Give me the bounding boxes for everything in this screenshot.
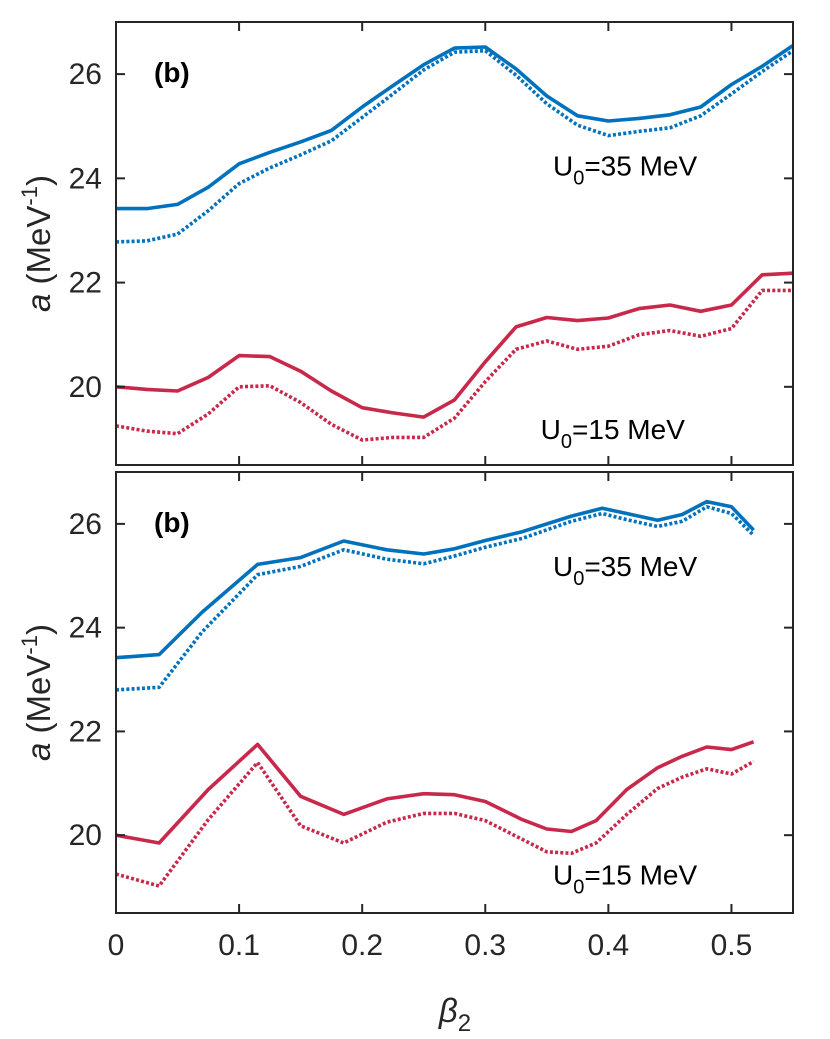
series-annotation-u35: U0=35 MeV (553, 551, 698, 590)
y-axis-title-symbol: a (20, 743, 57, 761)
y-tick-label: 20 (69, 371, 102, 404)
series-line-red-dotted (115, 759, 755, 888)
series-annotation-u35: U0=35 MeV (553, 151, 698, 190)
series-annotation-u15: U0=15 MeV (553, 859, 698, 898)
x-tick-label: 0 (108, 929, 125, 962)
y-axis-title-close: ) (20, 624, 57, 635)
annotation-main: U (541, 414, 561, 445)
y-tick-label: 20 (69, 819, 102, 852)
annotation-subscript: 0 (573, 568, 584, 590)
x-tick-label: 0.4 (588, 929, 630, 962)
series-line-blue-dotted (115, 48, 795, 244)
annotation-rest: =15 MeV (584, 859, 697, 890)
panel-label: (b) (154, 507, 190, 538)
axes-box (115, 471, 794, 914)
annotation-subscript: 0 (573, 876, 584, 898)
series-line-red-solid (115, 271, 794, 419)
y-axis-title-unit: (MeV (20, 206, 57, 294)
series-line-red-solid (115, 740, 755, 845)
x-axis-title-sub: 2 (458, 1010, 471, 1037)
y-tick-label: 24 (69, 612, 102, 645)
y-tick-label: 26 (69, 508, 102, 541)
y-tick-label: 26 (69, 58, 102, 91)
x-tick-label: 0.2 (341, 929, 383, 962)
series-line-blue-dotted (115, 504, 755, 692)
y-axis-title-close: ) (20, 175, 57, 186)
series-line-red-dotted (115, 288, 793, 442)
series-line-blue-solid (115, 499, 755, 660)
series-annotation-u15: U0=15 MeV (541, 414, 686, 453)
annotation-main: U (553, 859, 573, 890)
y-axis-title: a (MeV-1) (17, 175, 57, 312)
annotation-rest: =15 MeV (572, 414, 685, 445)
x-axis-title-main: β (438, 992, 458, 1029)
y-axis-title-symbol: a (20, 294, 57, 312)
y-axis-title-unit: (MeV (20, 655, 57, 743)
y-tick-label: 22 (69, 267, 102, 300)
y-axis-title: a (MeV-1) (17, 624, 57, 761)
annotation-rest: =35 MeV (584, 551, 697, 582)
annotation-main: U (553, 151, 573, 182)
x-tick-label: 0.5 (711, 929, 753, 962)
x-tick-label: 0.1 (218, 929, 260, 962)
annotation-rest: =35 MeV (584, 151, 697, 182)
y-axis-title-superscript: -1 (17, 635, 42, 655)
y-axis-title-superscript: -1 (17, 186, 42, 206)
y-tick-label: 22 (69, 715, 102, 748)
annotation-subscript: 0 (573, 168, 584, 190)
annotation-main: U (553, 551, 573, 582)
axes-box (115, 21, 794, 466)
plot-area (116, 472, 793, 913)
x-tick-label: 0.3 (464, 929, 506, 962)
series-line-blue-solid (116, 44, 795, 211)
plot-area (116, 22, 793, 465)
panel-label: (b) (154, 57, 190, 88)
annotation-subscript: 0 (561, 431, 572, 453)
y-tick-label: 24 (69, 162, 102, 195)
x-axis-title: β2 (438, 992, 471, 1037)
